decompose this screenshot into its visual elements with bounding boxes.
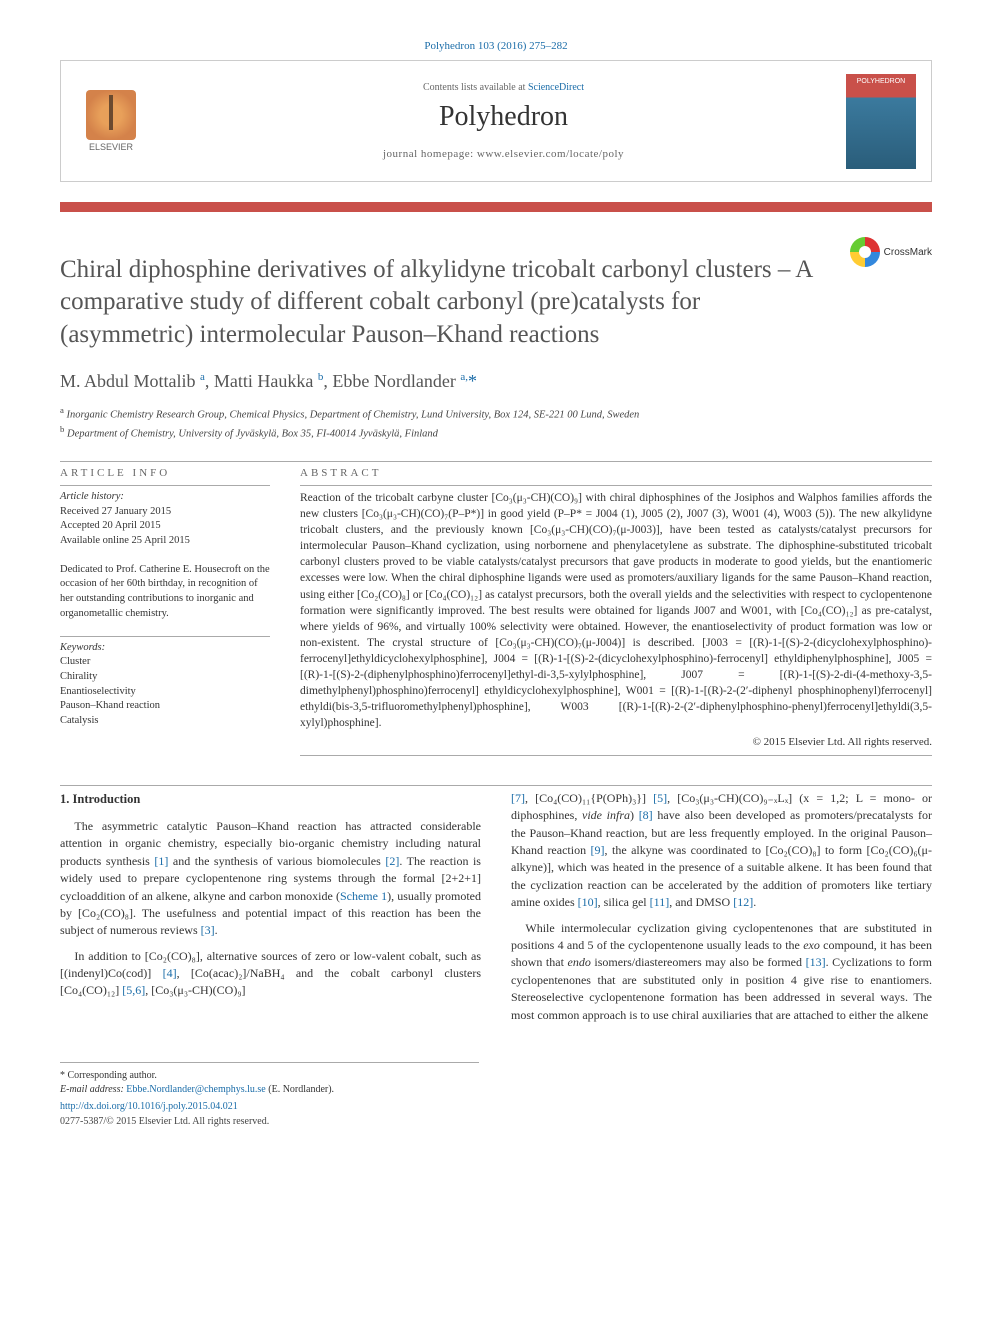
affiliation-b: b Department of Chemistry, University of… <box>60 423 932 442</box>
journal-homepage[interactable]: journal homepage: www.elsevier.com/locat… <box>161 148 846 160</box>
header-center: Contents lists available at ScienceDirec… <box>161 82 846 160</box>
history-online: Available online 25 April 2015 <box>60 534 270 549</box>
corresponding-author: * Corresponding author. <box>60 1069 479 1083</box>
divider <box>60 636 270 637</box>
abstract-column: ABSTRACT Reaction of the tricobalt carby… <box>300 466 932 760</box>
journal-name: Polyhedron <box>161 101 846 133</box>
section-heading-intro: 1. Introduction <box>60 790 481 808</box>
affiliations: a Inorganic Chemistry Research Group, Ch… <box>60 404 932 442</box>
body-columns: 1. Introduction The asymmetric catalytic… <box>60 790 932 1032</box>
sciencedirect-link[interactable]: ScienceDirect <box>528 82 584 93</box>
body-paragraph: While intermolecular cyclization giving … <box>511 920 932 1024</box>
keyword: Enantioselectivity <box>60 685 270 700</box>
divider <box>300 755 932 756</box>
journal-header: ELSEVIER Contents lists available at Sci… <box>60 60 932 182</box>
history-title: Article history: <box>60 490 270 505</box>
accent-rule <box>60 202 932 212</box>
body-paragraph: The asymmetric catalytic Pauson–Khand re… <box>60 818 481 940</box>
keyword: Pauson–Khand reaction <box>60 699 270 714</box>
email-line: E-mail address: Ebbe.Nordlander@chemphys… <box>60 1083 479 1097</box>
body-paragraph: [7], [Co₄(CO)₁₁{P(OPh)₃}] [5], [Co₃(μ₃-C… <box>511 790 932 912</box>
keywords-block: Keywords: Cluster Chirality Enantioselec… <box>60 641 270 729</box>
article-info-column: ARTICLE INFO Article history: Received 2… <box>60 466 270 760</box>
body-paragraph: In addition to [Co₂(CO)₈], alternative s… <box>60 948 481 1000</box>
history-received: Received 27 January 2015 <box>60 505 270 520</box>
abstract-copyright: © 2015 Elsevier Ltd. All rights reserved… <box>300 735 932 750</box>
divider <box>60 461 932 462</box>
contents-prefix: Contents lists available at <box>423 82 528 93</box>
contents-available-line: Contents lists available at ScienceDirec… <box>161 82 846 93</box>
divider <box>300 485 932 486</box>
email-label: E-mail address: <box>60 1084 124 1095</box>
doi-line: http://dx.doi.org/10.1016/j.poly.2015.04… <box>60 1101 932 1112</box>
body-column-left: 1. Introduction The asymmetric catalytic… <box>60 790 481 1032</box>
crossmark-label: CrossMark <box>884 247 932 258</box>
article-title: Chiral diphosphine derivatives of alkyli… <box>60 254 830 352</box>
history-accepted: Accepted 20 April 2015 <box>60 519 270 534</box>
footnote-block: * Corresponding author. E-mail address: … <box>60 1062 479 1097</box>
crossmark-badge[interactable]: CrossMark <box>850 237 932 267</box>
citation-line: Polyhedron 103 (2016) 275–282 <box>60 40 932 52</box>
abstract-label: ABSTRACT <box>300 466 932 481</box>
journal-cover-thumb[interactable] <box>846 74 916 169</box>
elsevier-logo[interactable]: ELSEVIER <box>61 90 161 152</box>
article-history: Article history: Received 27 January 201… <box>60 490 270 549</box>
keyword: Cluster <box>60 655 270 670</box>
affiliation-a: a Inorganic Chemistry Research Group, Ch… <box>60 404 932 423</box>
crossmark-icon <box>850 237 880 267</box>
elsevier-label: ELSEVIER <box>61 142 161 152</box>
dedication: Dedicated to Prof. Catherine E. Housecro… <box>60 563 270 622</box>
email-name: (E. Nordlander). <box>268 1084 334 1095</box>
page: Polyhedron 103 (2016) 275–282 ELSEVIER C… <box>0 0 992 1167</box>
keyword: Catalysis <box>60 714 270 729</box>
abstract-text: Reaction of the tricobalt carbyne cluste… <box>300 490 932 731</box>
article-info-label: ARTICLE INFO <box>60 466 270 481</box>
issn-copyright-line: 0277-5387/© 2015 Elsevier Ltd. All right… <box>60 1116 932 1127</box>
authors-line: M. Abdul Mottalib a, Matti Haukka b, Ebb… <box>60 371 932 392</box>
email-link[interactable]: Ebbe.Nordlander@chemphys.lu.se <box>126 1084 265 1095</box>
doi-link[interactable]: http://dx.doi.org/10.1016/j.poly.2015.04… <box>60 1101 238 1112</box>
divider <box>60 485 270 486</box>
keyword: Chirality <box>60 670 270 685</box>
elsevier-tree-icon <box>86 90 136 140</box>
keywords-title: Keywords: <box>60 641 270 656</box>
divider <box>60 785 932 786</box>
body-column-right: [7], [Co₄(CO)₁₁{P(OPh)₃}] [5], [Co₃(μ₃-C… <box>511 790 932 1032</box>
